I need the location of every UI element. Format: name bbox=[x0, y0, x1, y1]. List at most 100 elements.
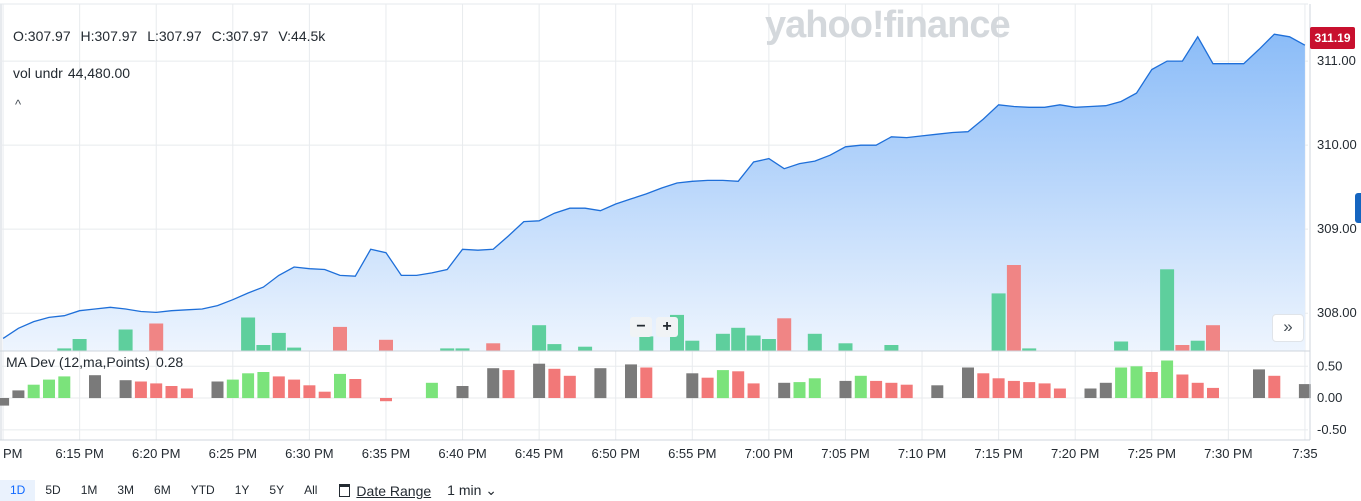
volume-bar bbox=[777, 318, 792, 351]
ma-dev-bar bbox=[456, 386, 469, 399]
price-area bbox=[3, 34, 1305, 351]
ma-dev-bar bbox=[747, 383, 760, 398]
ma-dev-bar bbox=[1099, 382, 1112, 399]
volume-bar bbox=[685, 340, 700, 351]
ma-dev-bar bbox=[977, 373, 990, 399]
volume-legend-label: vol undr bbox=[13, 65, 63, 81]
x-tick-label: 6:55 PM bbox=[668, 446, 716, 461]
open-value: O:307.97 bbox=[13, 28, 71, 44]
range-button-1y[interactable]: 1Y bbox=[234, 483, 250, 497]
ma-dev-bar bbox=[839, 380, 852, 399]
ma-dev-bar bbox=[349, 379, 362, 399]
range-button-5d[interactable]: 5D bbox=[45, 483, 61, 497]
volume-bar bbox=[578, 346, 593, 351]
ma-dev-bar bbox=[701, 377, 714, 398]
high-value: H:307.97 bbox=[80, 28, 138, 44]
ma-dev-bar bbox=[625, 364, 637, 399]
ma-dev-bar bbox=[487, 368, 500, 399]
x-tick-label: 6:35 PM bbox=[362, 446, 410, 461]
ma-dev-bar bbox=[992, 378, 1005, 398]
panel-edge-tab[interactable] bbox=[1355, 193, 1361, 223]
volume-bar bbox=[884, 345, 899, 351]
volume-bar bbox=[731, 327, 746, 351]
ma-dev-bar bbox=[1053, 388, 1066, 398]
volume-bar bbox=[761, 339, 776, 351]
ma-dev-bar bbox=[1176, 374, 1189, 398]
volume-bar bbox=[807, 333, 822, 351]
yahoo-finance-watermark: yahoo!finance bbox=[765, 4, 1011, 46]
volume-bar bbox=[241, 317, 256, 351]
ma-dev-bar bbox=[1007, 380, 1020, 399]
ma-dev-bar bbox=[1023, 382, 1036, 398]
ma-dev-bar bbox=[334, 373, 346, 399]
ma-dev-bar bbox=[425, 382, 438, 399]
ma-dev-bar bbox=[778, 382, 791, 399]
ma-dev-bar bbox=[134, 381, 147, 398]
volume-bar bbox=[1006, 265, 1021, 351]
range-buttons: 1D 5D 1M 3M 6M YTD 1Y 5Y All bbox=[0, 480, 327, 501]
volume-bar bbox=[1175, 345, 1190, 351]
x-tick-label: 7:15 PM bbox=[974, 446, 1022, 461]
x-tick-label: 7:35 bbox=[1292, 446, 1317, 461]
zoom-controls: − + bbox=[630, 317, 678, 339]
volume-bar bbox=[1114, 341, 1129, 351]
price-chart[interactable]: 308.00 309.00 310.00 311.00 0.50 0.00 -0.50 PM 6… bbox=[0, 0, 1361, 480]
volume-legend: vol undr 44,480.00 bbox=[13, 65, 130, 81]
ma-dev-bar bbox=[257, 372, 270, 399]
collapse-legend-icon[interactable]: ^ bbox=[15, 97, 22, 112]
ma-dev-bar bbox=[594, 368, 607, 399]
y-tick-label: 311.00 bbox=[1317, 53, 1356, 68]
ma-dev-bar bbox=[303, 385, 316, 398]
zoom-out-button[interactable]: − bbox=[630, 317, 652, 337]
range-button-3m[interactable]: 3M bbox=[117, 483, 135, 497]
ma-dev-bar bbox=[885, 382, 898, 399]
volume-bar bbox=[1190, 340, 1205, 351]
volume-bar bbox=[991, 293, 1006, 351]
ma-dev-bar bbox=[1145, 372, 1158, 399]
ma-dev-bar bbox=[43, 379, 55, 398]
date-range-button[interactable]: Date Range bbox=[339, 483, 431, 499]
volume-bar bbox=[547, 344, 562, 351]
low-value: L:307.97 bbox=[147, 28, 202, 44]
x-tick-label: 7:05 PM bbox=[821, 446, 869, 461]
ma-dev-bar bbox=[58, 376, 71, 398]
range-button-6m[interactable]: 6M bbox=[154, 483, 171, 497]
x-tick-label: 6:40 PM bbox=[438, 446, 486, 461]
zoom-in-button[interactable]: + bbox=[656, 317, 678, 337]
date-range-label: Date Range bbox=[356, 482, 432, 499]
range-button-all[interactable]: All bbox=[304, 483, 318, 497]
volume-bar bbox=[333, 326, 347, 351]
interval-dropdown[interactable]: 1 min ⌄ bbox=[447, 482, 497, 498]
ma-dev-bar bbox=[1191, 382, 1204, 399]
range-button-1m[interactable]: 1M bbox=[80, 483, 98, 497]
volume-bar bbox=[1206, 325, 1220, 351]
ma-dev-bar bbox=[808, 378, 821, 398]
ma-dev-bar bbox=[793, 382, 806, 398]
range-button-ytd[interactable]: YTD bbox=[190, 483, 215, 497]
volume-bar bbox=[715, 333, 730, 351]
volume-bar bbox=[746, 335, 761, 351]
close-value: C:307.97 bbox=[211, 28, 269, 44]
ma-dev-bar bbox=[1130, 366, 1143, 399]
ma-dev-bar bbox=[854, 375, 867, 399]
ma-dev-bar bbox=[288, 379, 301, 398]
volume-legend-value: 44,480.00 bbox=[67, 65, 131, 81]
volume-bar bbox=[287, 347, 302, 351]
x-tick-label: 6:50 PM bbox=[591, 446, 639, 461]
ma-dev-bar bbox=[27, 384, 40, 399]
ma-dev-bar bbox=[119, 380, 132, 398]
x-tick-label: 7:00 PM bbox=[745, 446, 793, 461]
volume-bar bbox=[639, 336, 654, 351]
ma-dev-bar bbox=[89, 375, 101, 399]
volume-bar bbox=[256, 345, 271, 351]
ma-dev-bar bbox=[150, 383, 163, 398]
volume-bar bbox=[72, 339, 87, 351]
ma-dev-bar bbox=[211, 381, 224, 398]
ma-dev-bar bbox=[1161, 360, 1174, 398]
ma-dev-bar bbox=[272, 376, 285, 398]
range-button-1d[interactable]: 1D bbox=[0, 480, 36, 501]
ma-dev-bar bbox=[640, 367, 653, 398]
ma-dev-bar bbox=[318, 391, 331, 399]
range-button-5y[interactable]: 5Y bbox=[269, 483, 285, 497]
expand-chart-button[interactable]: » bbox=[1272, 314, 1304, 342]
